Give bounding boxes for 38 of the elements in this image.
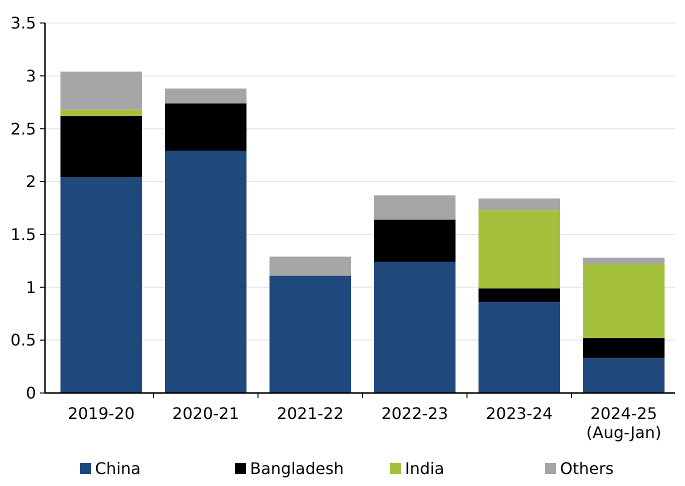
bar	[583, 358, 665, 393]
bar	[60, 110, 142, 116]
bar	[164, 103, 246, 151]
y-tick-label: 1	[26, 278, 36, 297]
x-tick-label: 2024-25 (Aug-Jan)	[586, 404, 662, 442]
legend-label: China	[95, 459, 141, 478]
bar	[583, 338, 665, 358]
bar	[374, 195, 456, 220]
legend-label: India	[405, 459, 444, 478]
bar	[60, 72, 142, 110]
y-tick-label: 1.5	[10, 225, 36, 244]
bar	[478, 210, 560, 288]
y-tick-label: 2	[26, 172, 36, 192]
bar	[164, 88, 246, 104]
bar	[269, 276, 352, 393]
bar	[583, 264, 665, 338]
bar	[374, 262, 456, 393]
bar	[478, 198, 560, 210]
y-tick-label: 0	[26, 384, 36, 403]
y-tick-label: 2.5	[10, 119, 36, 138]
y-tick-label: 3.5	[10, 14, 36, 33]
bar	[60, 177, 142, 393]
y-tick-label: 0.5	[10, 330, 36, 350]
legend-label: Others	[560, 459, 614, 478]
x-tick-label: 2019-20	[68, 404, 135, 423]
bar	[478, 302, 560, 393]
bar	[164, 150, 246, 393]
bar	[269, 256, 352, 276]
x-tick-label: 2023-24	[486, 404, 553, 423]
legend-label: Bangladesh	[250, 459, 344, 478]
bar	[583, 258, 665, 264]
y-tick-label: 3	[26, 66, 36, 86]
bar	[478, 288, 560, 302]
bar	[374, 220, 456, 262]
x-tick-label: 2022-23	[381, 404, 448, 423]
x-tick-label: 2020-21	[172, 404, 240, 423]
bar	[60, 116, 142, 178]
x-tick-label: 2021-22	[276, 404, 344, 423]
